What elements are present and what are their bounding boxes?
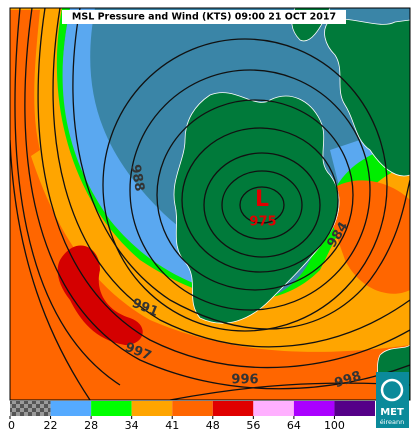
map-area <box>10 8 410 400</box>
isobar-label: 996 <box>231 373 258 388</box>
low-symbol: L <box>255 187 269 212</box>
legend-swatch <box>293 401 335 416</box>
legend-swatch <box>50 401 92 416</box>
isobars <box>10 8 410 400</box>
legend-tick-label: 22 <box>44 419 58 432</box>
legend-swatch <box>131 401 173 416</box>
title: MSL Pressure and Wind (KTS) 09:00 21 OCT… <box>72 12 336 23</box>
logo-text: MET <box>380 407 404 418</box>
legend-tick-label: 56 <box>246 419 260 432</box>
map-frame <box>9 7 411 401</box>
legend-swatch <box>212 401 254 416</box>
legend-swatch <box>10 401 51 416</box>
legend-tick-label: 34 <box>125 419 139 432</box>
legend-tick-label: 0 <box>8 419 15 432</box>
legend-tick-label: 41 <box>165 419 179 432</box>
legend-swatch <box>334 401 375 416</box>
legend-swatch <box>91 401 132 416</box>
legend-tick-label: 48 <box>206 419 220 432</box>
britain <box>324 18 410 177</box>
isobar-label: 988 <box>127 163 146 192</box>
legend-tick-label: 100 <box>324 419 345 432</box>
logo-swirl <box>380 378 404 402</box>
legend-swatch <box>253 401 294 416</box>
ireland <box>173 92 340 324</box>
low-pressure: 975 <box>249 215 276 230</box>
logo: MET éireann <box>376 372 409 428</box>
logo-subtext: éireann <box>380 418 405 426</box>
wind-band-41 <box>328 180 410 294</box>
title-box <box>62 10 346 24</box>
legend-swatch <box>172 401 213 416</box>
legend-tick-label: 64 <box>287 419 301 432</box>
legend-tick-label: 28 <box>84 419 98 432</box>
legend: 0 22 28 34 41 48 56 64 100 <box>8 401 375 432</box>
